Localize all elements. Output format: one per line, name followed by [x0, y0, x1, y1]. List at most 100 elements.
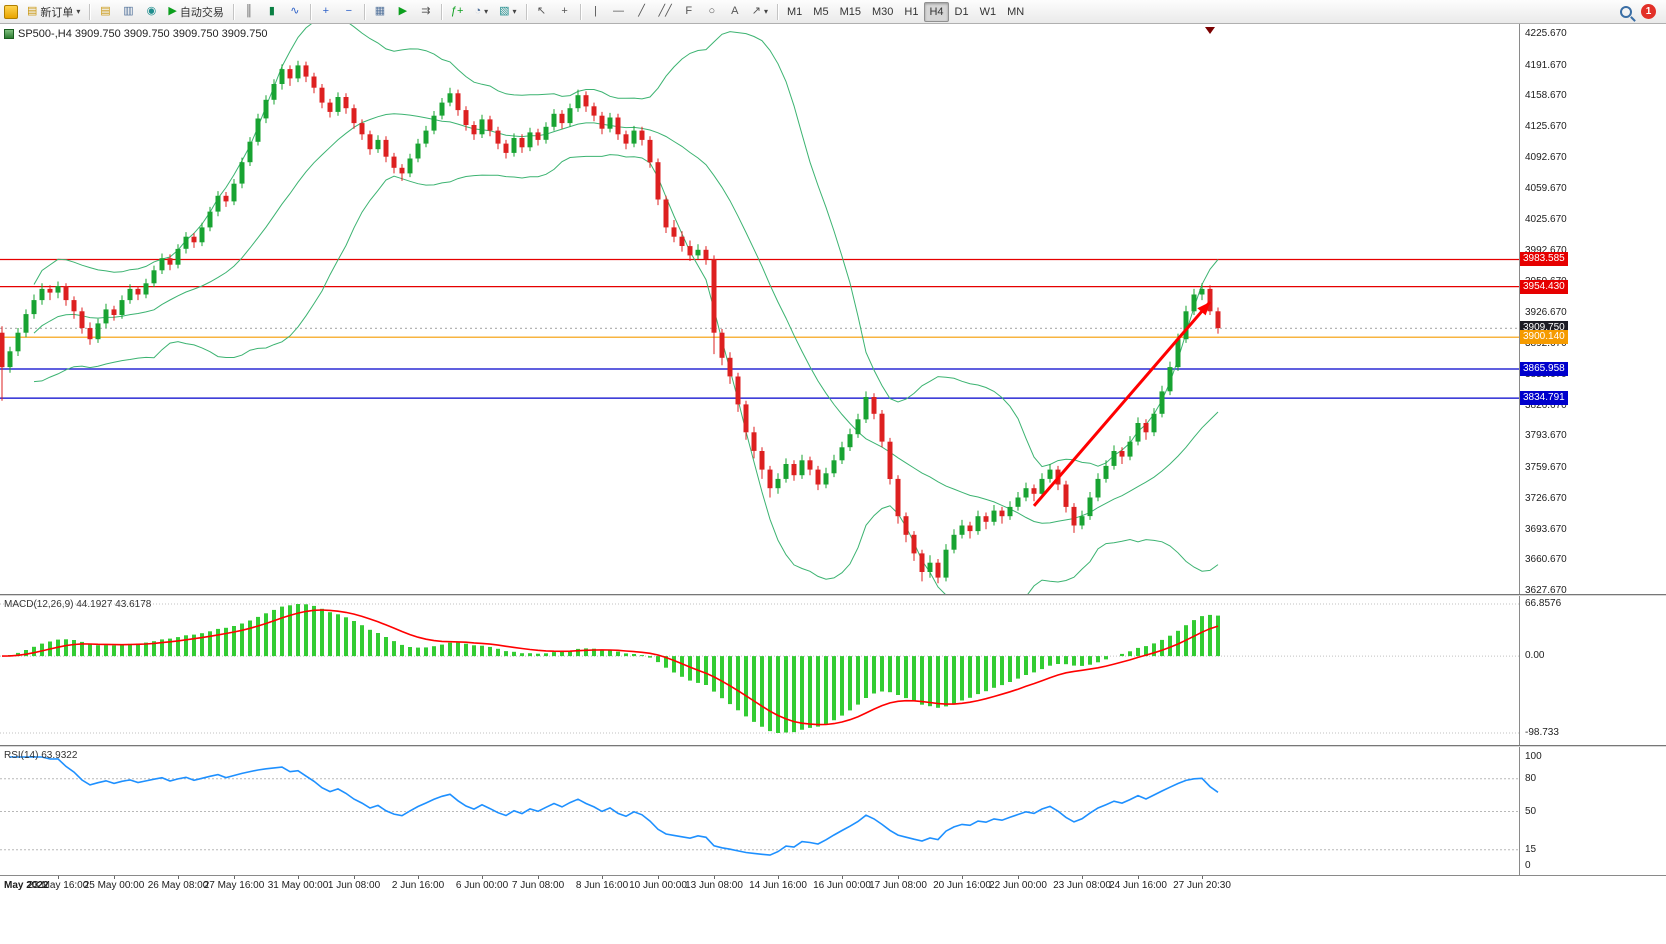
text-label-button[interactable]: A	[724, 2, 746, 22]
candlestick-chart-icon: ▮	[268, 5, 275, 17]
rsi-canvas[interactable]	[0, 747, 1519, 873]
zoom-out-button[interactable]: −	[338, 2, 360, 22]
candle-body	[191, 236, 197, 243]
zoom-in-button[interactable]: +	[315, 2, 337, 22]
candle-body	[807, 460, 813, 470]
price-chart-canvas[interactable]	[0, 24, 1519, 594]
candle-body	[71, 300, 77, 312]
candle-body	[359, 123, 365, 135]
time-tick-mark	[778, 876, 779, 879]
candle-body	[15, 332, 21, 352]
panel-resize-handle[interactable]	[0, 594, 1666, 596]
timeframe-h1-button[interactable]: H1	[899, 2, 923, 22]
time-tick-mark	[658, 876, 659, 879]
candle-body	[703, 249, 709, 260]
time-tick-label: 27 Jun 20:30	[1173, 880, 1231, 891]
vertical-line-button[interactable]: |	[585, 2, 607, 22]
timeframe-mn-button[interactable]: MN	[1002, 2, 1029, 22]
tile-windows-button[interactable]: ▦	[369, 2, 391, 22]
price-tag-3900.140: 3900.140	[1520, 330, 1568, 345]
cursor-button[interactable]: ↖	[531, 2, 553, 22]
crosshair-button[interactable]: +	[554, 2, 576, 22]
price-tick: 4191.670	[1525, 59, 1567, 71]
candle-body	[1143, 423, 1149, 433]
candle-body	[39, 288, 45, 301]
panel-resize-handle[interactable]	[0, 745, 1666, 747]
candle-body	[535, 132, 541, 140]
rsi-axis-tick: 15	[1525, 843, 1537, 855]
timeframe-m30-button[interactable]: M30	[867, 2, 898, 22]
trend-arrow-line[interactable]	[1032, 300, 1212, 507]
candle-body	[935, 562, 941, 578]
time-tick-mark	[418, 876, 419, 879]
indicators-button[interactable]: ƒ+	[446, 2, 469, 22]
new-order-button[interactable]: ▤ 新订单 ▾	[22, 2, 85, 22]
navigator-button[interactable]: ◉	[140, 2, 162, 22]
timeframe-d1-button[interactable]: D1	[950, 2, 974, 22]
macd-panel: MACD(12,26,9) 44.1927 43.6178 66.8576 0.0…	[0, 596, 1666, 745]
time-axis[interactable]: May 2022 23 May 16:00 25 May 00:00 26 May 0…	[0, 875, 1666, 892]
candle-body	[559, 113, 565, 124]
candle-body	[111, 309, 117, 315]
line-chart-button[interactable]: ∿	[284, 2, 306, 22]
candle-body	[999, 510, 1005, 517]
timeframe-m15-button[interactable]: M15	[835, 2, 866, 22]
candle-body	[615, 117, 621, 135]
candle-body	[655, 162, 661, 200]
candle-body	[879, 413, 885, 442]
trend-arrow-head	[1197, 301, 1210, 316]
shapes-button[interactable]: ○	[701, 2, 723, 22]
price-tick: 4092.670	[1525, 151, 1567, 163]
auto-scroll-button[interactable]: ▶	[392, 2, 414, 22]
rsi-axis-tick: 0	[1525, 860, 1531, 871]
time-tick-label: 1 Jun 08:00	[327, 880, 381, 891]
timeframe-h4-button[interactable]: H4	[924, 1, 949, 22]
timeframe-m1-button[interactable]: M1	[782, 2, 807, 22]
candle-body	[1071, 506, 1077, 526]
candle-body	[495, 130, 501, 144]
time-tick-label: 31 May 00:00	[267, 880, 329, 891]
bb-middle	[33, 113, 1219, 524]
bar-chart-button[interactable]: ║	[238, 2, 260, 22]
trendline-button[interactable]: ╱	[631, 2, 653, 22]
chart-shift-marker[interactable]	[1205, 27, 1215, 34]
toolbar-separator	[363, 3, 365, 20]
fibonacci-button[interactable]: F	[678, 2, 700, 22]
time-tick-mark	[114, 876, 115, 879]
price-axis: 4225.670 4191.670 4158.670 4125.670 4092.670…	[1519, 24, 1666, 596]
time-tick-mark	[898, 876, 899, 879]
price-tag-3834.791: 3834.791	[1520, 391, 1568, 406]
candle-body	[1047, 469, 1053, 479]
candle-body	[247, 141, 253, 163]
timeframe-w1-button[interactable]: W1	[975, 2, 1002, 22]
rsi-line	[10, 756, 1219, 856]
time-tick-label: 8 Jun 16:00	[575, 880, 629, 891]
macd-canvas[interactable]	[0, 596, 1519, 743]
time-tick-label: 20 Jun 16:00	[933, 880, 991, 891]
candle-body	[255, 118, 261, 142]
candle-body	[1191, 294, 1197, 312]
timeframe-toolbar: M1 M5 M15 M30 H1 H4 D1 W1 MN	[782, 1, 1029, 22]
candle-body	[543, 126, 549, 140]
arrow-objects-button[interactable]: ↗ ▾	[747, 2, 773, 22]
notification-badge[interactable]: 1	[1641, 4, 1656, 19]
autotrading-button[interactable]: ▶ 自动交易	[163, 2, 228, 22]
periods-button[interactable]: ◔ ▾	[469, 2, 493, 22]
candle-body	[911, 534, 917, 554]
timeframe-m5-button[interactable]: M5	[808, 2, 833, 22]
chart-shift-button[interactable]: ⇉	[415, 2, 437, 22]
horizontal-line-button[interactable]: —	[608, 2, 630, 22]
market-watch-button[interactable]: ▤	[94, 2, 116, 22]
candle-body	[447, 93, 453, 103]
equidistant-channel-button[interactable]: ╱╱	[654, 2, 677, 22]
rsi-axis-tick: 80	[1525, 772, 1537, 784]
candle-body	[399, 167, 405, 174]
candlestick-chart-button[interactable]: ▮	[261, 2, 283, 22]
data-window-button[interactable]: ▥	[117, 2, 139, 22]
price-tick: 4025.670	[1525, 214, 1567, 226]
bar-chart-icon: ║	[244, 5, 253, 17]
candle-body	[47, 288, 53, 293]
candle-body	[1207, 288, 1213, 312]
templates-button[interactable]: ▧ ▾	[494, 2, 521, 22]
search-icon[interactable]	[1620, 5, 1632, 18]
